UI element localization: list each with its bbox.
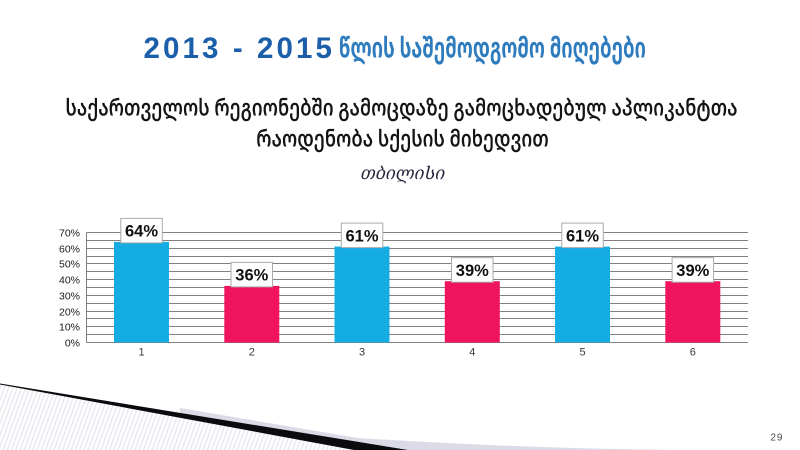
- svg-text:64%: 64%: [125, 223, 158, 241]
- svg-text:61%: 61%: [345, 227, 378, 245]
- svg-text:29: 29: [770, 433, 783, 444]
- svg-text:0%: 0%: [65, 337, 80, 349]
- svg-text:39%: 39%: [676, 262, 709, 280]
- svg-text:39%: 39%: [456, 262, 489, 280]
- svg-text:70%: 70%: [59, 227, 80, 239]
- svg-text:2: 2: [249, 347, 255, 359]
- svg-text:20%: 20%: [59, 306, 80, 318]
- svg-text:61%: 61%: [566, 227, 599, 245]
- svg-text:50%: 50%: [59, 258, 80, 270]
- svg-text:10%: 10%: [59, 321, 80, 333]
- svg-text:30%: 30%: [59, 290, 80, 302]
- svg-text:36%: 36%: [235, 267, 268, 285]
- svg-text:2013 - 2015: 2013 - 2015: [144, 32, 336, 65]
- svg-text:3: 3: [359, 347, 365, 359]
- svg-text:4: 4: [469, 347, 475, 359]
- svg-text:1: 1: [138, 347, 144, 359]
- svg-text:40%: 40%: [59, 274, 80, 286]
- svg-text:60%: 60%: [59, 243, 80, 255]
- svg-text:5: 5: [579, 347, 585, 359]
- svg-text:6: 6: [690, 347, 696, 359]
